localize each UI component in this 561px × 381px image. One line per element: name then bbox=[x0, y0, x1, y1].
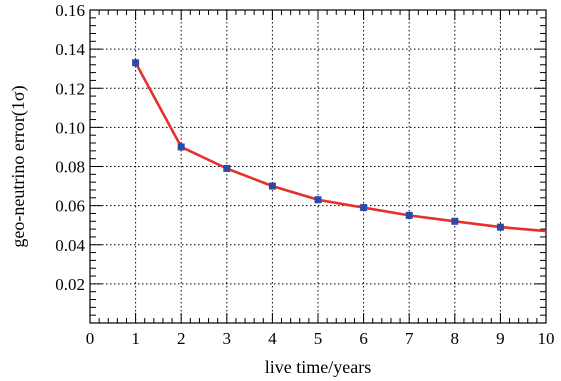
x-tick-label: 3 bbox=[223, 329, 232, 348]
y-tick-label: 0.08 bbox=[55, 158, 85, 177]
x-tick-label: 5 bbox=[314, 329, 323, 348]
x-tick-labels: 0 1 2 3 4 5 6 7 8 9 10 bbox=[86, 329, 555, 348]
y-tick-label: 0.02 bbox=[55, 275, 85, 294]
y-tick-label: 0.10 bbox=[55, 118, 85, 137]
y-tick-label: 0.12 bbox=[55, 79, 85, 98]
x-tick-label: 10 bbox=[538, 329, 555, 348]
y-axis-title: geo-neutrino error(1σ) bbox=[8, 85, 29, 247]
axis-ticks bbox=[89, 9, 547, 324]
data-point-marker bbox=[268, 182, 276, 190]
x-tick-label: 1 bbox=[131, 329, 140, 348]
data-markers bbox=[132, 59, 504, 231]
x-tick-label: 9 bbox=[496, 329, 505, 348]
x-tick-label: 8 bbox=[451, 329, 460, 348]
data-point-marker bbox=[451, 217, 459, 225]
data-point-marker bbox=[496, 223, 504, 231]
data-point-marker bbox=[132, 59, 140, 67]
data-point-marker bbox=[177, 143, 185, 151]
x-tick-label: 0 bbox=[86, 329, 95, 348]
x-tick-label: 2 bbox=[177, 329, 186, 348]
x-tick-label: 7 bbox=[405, 329, 414, 348]
data-point-marker bbox=[405, 211, 413, 219]
y-tick-label: 0.16 bbox=[55, 1, 85, 20]
data-point-marker bbox=[223, 164, 231, 172]
series-line bbox=[134, 62, 547, 233]
y-tick-label: 0.06 bbox=[55, 197, 85, 216]
y-tick-label: 0.14 bbox=[55, 40, 85, 59]
data-point-marker bbox=[360, 204, 368, 212]
x-axis-title: live time/years bbox=[265, 357, 371, 377]
y-tick-labels: 0.02 0.04 0.06 0.08 0.10 0.12 0.14 0.16 bbox=[55, 1, 85, 294]
x-tick-label: 6 bbox=[359, 329, 368, 348]
x-tick-label: 4 bbox=[268, 329, 277, 348]
data-point-marker bbox=[314, 196, 322, 204]
grid-lines bbox=[90, 10, 546, 323]
y-tick-label: 0.04 bbox=[55, 236, 85, 255]
